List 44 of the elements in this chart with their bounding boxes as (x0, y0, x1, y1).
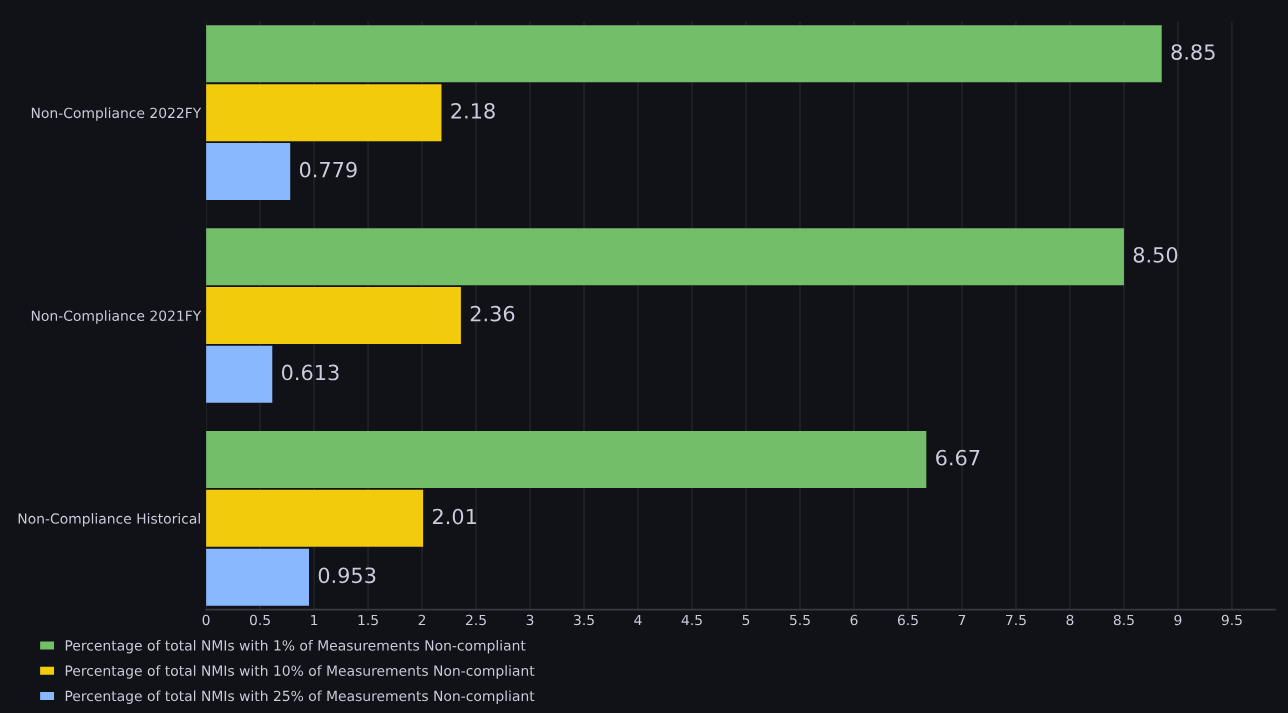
x-tick-label: 7 (958, 614, 966, 626)
bar (206, 286, 461, 345)
legend-label: Percentage of total NMIs with 10% of Measurements Non-compliant (65, 665, 535, 679)
x-tick-label: 5 (742, 614, 750, 626)
x-tick-label: 0 (202, 614, 210, 626)
bar (206, 548, 309, 606)
legend-label: Percentage of total NMIs with 25% of Measurements Non-compliant (65, 690, 535, 704)
x-tick-label: 8 (1066, 614, 1074, 626)
data-label: 2.01 (432, 508, 476, 525)
data-label: 0.779 (299, 161, 357, 178)
x-tick-label: 2.5 (466, 614, 486, 626)
data-label: 8.85 (1171, 44, 1215, 60)
bar (206, 345, 273, 403)
bar (206, 142, 291, 201)
x-tick-label: 0.5 (249, 614, 270, 626)
x-tick-label: 8.5 (1113, 614, 1134, 626)
bar (206, 489, 424, 547)
data-label: 8.50 (1133, 246, 1178, 263)
x-tick-label: 1 (311, 614, 318, 626)
x-tick-label: 1.5 (358, 614, 378, 626)
data-label: 0.613 (281, 364, 339, 381)
x-tick-label: 9.5 (1221, 614, 1242, 626)
bar (206, 25, 1162, 83)
data-label: 0.953 (318, 567, 376, 584)
x-tick-label: 3.5 (574, 614, 594, 626)
data-label: 6.67 (936, 449, 980, 466)
data-label: 2.18 (451, 102, 495, 119)
x-tick-label: 4 (634, 614, 642, 626)
x-tick-label: 2 (418, 614, 426, 626)
bar (206, 430, 927, 489)
legend-label: Percentage of total NMIs with 1% of Measurements Non-compliant (65, 639, 526, 654)
bar (206, 228, 1124, 286)
x-tick-label: 5.5 (790, 614, 810, 626)
bar (206, 84, 442, 142)
x-tick-label: 9 (1174, 614, 1182, 626)
y-tick-label: Non-Compliance 2022FY (31, 107, 202, 121)
x-tick-label: 6 (850, 614, 858, 626)
x-tick-label: 6.5 (897, 614, 918, 626)
data-label: 2.36 (470, 305, 515, 322)
x-tick-label: 3 (526, 614, 534, 626)
y-tick-label: Non-Compliance 2021FY (31, 310, 202, 324)
x-tick-label: 4.5 (681, 614, 702, 626)
x-tick-label: 7.5 (1006, 614, 1026, 626)
y-tick-label: Non-Compliance Historical (18, 513, 200, 527)
